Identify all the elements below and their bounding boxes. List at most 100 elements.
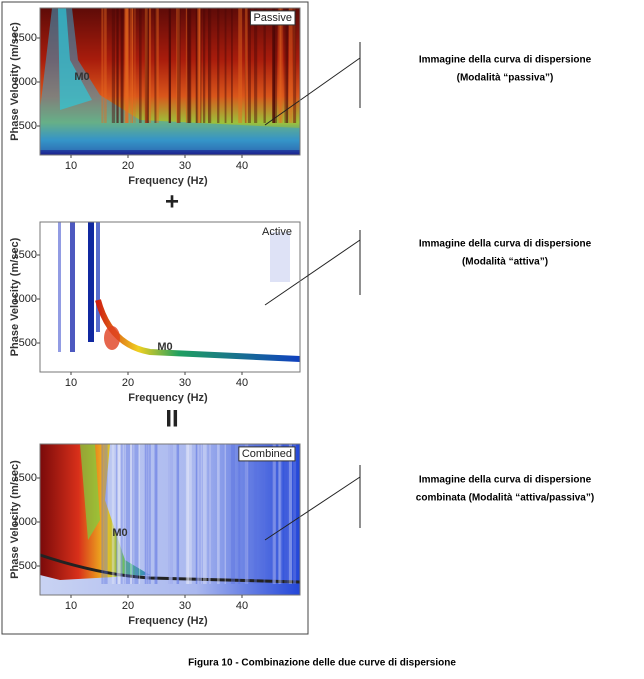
stripe (117, 444, 121, 584)
operator: II (165, 405, 178, 432)
annotation-lines (264, 42, 361, 541)
stripe (169, 8, 172, 123)
stripe (200, 8, 202, 123)
stripe (145, 444, 150, 584)
stripe (139, 8, 142, 123)
stripe (272, 8, 276, 123)
x-tick-label: 10 (65, 600, 77, 612)
stripe (188, 8, 192, 123)
label-box (249, 10, 296, 26)
stripe (286, 8, 289, 123)
stripe (126, 8, 130, 123)
stripe (121, 444, 123, 584)
stripe (104, 8, 107, 123)
stripe (145, 8, 148, 123)
heatmap-active (39, 221, 301, 373)
stripe (288, 444, 293, 584)
stripe (272, 444, 276, 584)
x-tick-label: 40 (236, 377, 248, 389)
stripe (254, 8, 258, 123)
stripe (130, 8, 134, 123)
label-box (238, 446, 296, 462)
stripe (144, 8, 148, 123)
stripe (272, 444, 276, 584)
annotation-line1: Immagine della curva di dispersione (419, 239, 592, 250)
stripe (176, 8, 180, 123)
stripe (247, 8, 251, 123)
stripe (145, 8, 149, 123)
stripe (132, 444, 134, 584)
x-tick-label: 20 (122, 377, 134, 389)
stripe (238, 444, 241, 584)
stripe (134, 444, 139, 584)
x-tick-label: 30 (179, 377, 191, 389)
mode-label: M0 (74, 71, 89, 83)
stripe (244, 8, 248, 123)
stripe (117, 8, 119, 123)
stripe (168, 444, 173, 584)
stripe (263, 8, 266, 123)
stripe (168, 444, 173, 584)
stripe (116, 444, 119, 584)
stripe (278, 444, 282, 584)
stripe (272, 8, 275, 123)
x-tick-label: 40 (236, 160, 248, 172)
stripe (121, 8, 124, 123)
figure-frame (1, 1, 309, 635)
stripe (120, 8, 123, 123)
stripe (208, 444, 211, 584)
x-tick-label: 10 (65, 377, 77, 389)
stripe (116, 8, 118, 123)
stripe (293, 444, 296, 584)
y-tick-label: 1500 (13, 249, 37, 261)
plot-frame (39, 221, 301, 373)
x-axis-label: Frequency (Hz) (128, 175, 208, 187)
stripe (263, 444, 266, 584)
stripe (176, 444, 179, 584)
stripe (195, 8, 199, 123)
stripe (272, 444, 275, 584)
stripe (198, 444, 202, 584)
stripe (148, 8, 152, 123)
y-axis-label: Phase Velocity (m/sec) (9, 237, 21, 356)
stripe (148, 444, 151, 584)
stripe (154, 8, 157, 123)
stripe (155, 444, 157, 584)
y-tick-label: 1000 (13, 293, 37, 305)
stripe (196, 8, 198, 123)
stripe (247, 444, 250, 584)
stripe (254, 444, 257, 584)
stripe (176, 444, 179, 584)
y-tick-label: 500 (19, 120, 37, 132)
stripe (124, 444, 126, 584)
x-tick-label: 20 (122, 160, 134, 172)
y-tick-label: 1500 (13, 472, 37, 484)
stripe (274, 8, 278, 123)
panel-label: Passive (253, 12, 292, 24)
stripe (116, 444, 121, 584)
stripe (185, 444, 189, 584)
heatmap-combined (39, 444, 301, 595)
stripe (168, 8, 171, 123)
y-tick-label: 1000 (13, 516, 37, 528)
stripe (286, 444, 289, 584)
stripe (144, 444, 146, 584)
stripe (124, 444, 127, 584)
stripe (126, 444, 131, 584)
stripe (132, 8, 134, 123)
stripe (284, 444, 286, 584)
stripe (177, 444, 180, 584)
stripe (217, 444, 220, 584)
x-tick-label: 10 (65, 160, 77, 172)
stripe (244, 444, 249, 584)
stripe (144, 8, 149, 123)
stripe (231, 444, 235, 584)
stripe (116, 8, 119, 123)
stripe (195, 444, 198, 584)
annotation-line1: Immagine della curva di dispersione (419, 55, 592, 66)
x-axis-label: Frequency (Hz) (128, 392, 208, 404)
stripe (168, 8, 171, 123)
stripe (154, 444, 158, 584)
stripe (144, 444, 149, 584)
